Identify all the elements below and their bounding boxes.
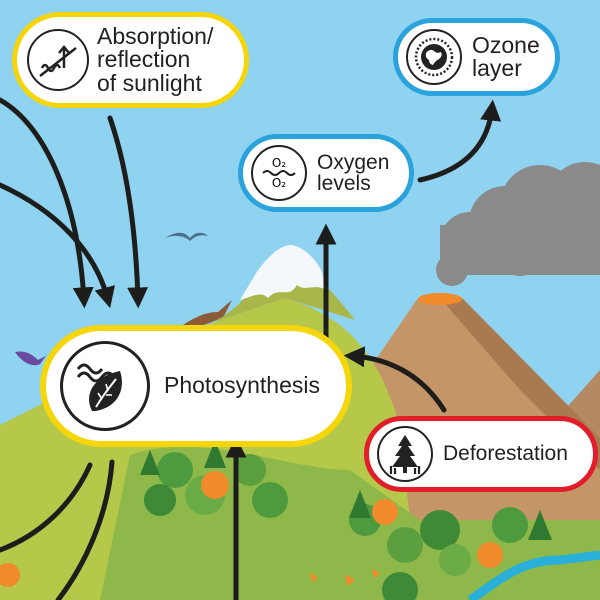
photosynthesis-line-1: Photosynthesis [164,372,320,399]
river [467,550,600,600]
globe-icon [406,29,462,85]
bird-1 [165,232,208,241]
deforestation-label: Deforestation [443,442,568,466]
absorption-label: Absorption/ reflection of sunlight [97,22,214,96]
tree-icon [377,426,433,482]
oxygen-line-2: levels [317,172,371,195]
absorption-line-3: of sunlight [97,69,202,96]
oxygen-node: O₂ O₂ Oxygen levels [238,134,414,212]
oxygen-icon-bottom: O₂ [271,176,287,190]
ozone-line-2: layer [472,55,522,81]
absorption-line-1: Absorption/ [97,22,214,49]
eagle [176,300,232,330]
arrow-outflow-2 [55,459,115,600]
wave-mark [262,170,296,176]
arrow-to-photosynthesis-1 [0,97,94,309]
oxygen-molecule-icon: O₂ O₂ [251,145,307,201]
flow-arrows [0,97,502,600]
photosynthesis-label: Photosynthesis [164,372,320,399]
butterflies [310,568,380,586]
bird-2 [15,351,46,366]
arrow-to-photosynthesis-2 [0,182,115,309]
arrow-oxygen-to-ozone [417,99,502,183]
arrow-outflow-1 [0,462,93,553]
forest-trees [0,440,552,600]
sunlight-reflection-icon [27,29,89,91]
arrow-deforestation-to-photosynthesis [343,346,447,413]
deforestation-node: Deforestation [364,416,598,492]
oxygen-line-1: Oxygen [317,150,390,174]
ozone-node: Ozone layer [393,18,560,96]
volcano-smoke [436,162,600,286]
volcano-crater [418,293,462,305]
oxygen-label: Oxygen levels [317,150,390,195]
mountain-snow [240,245,326,300]
photosynthesis-node: Photosynthesis [40,325,352,447]
oxygen-icon-top: O₂ [271,156,287,170]
absorption-line-2: reflection [97,46,191,73]
leaf-icon [60,341,150,431]
absorption-node: Absorption/ reflection of sunlight [12,12,249,108]
ozone-label: Ozone layer [472,31,540,81]
ozone-line-1: Ozone [472,31,540,58]
arrow-absorption-to-photosynthesis [107,115,149,309]
deforestation-line-1: Deforestation [443,442,568,466]
